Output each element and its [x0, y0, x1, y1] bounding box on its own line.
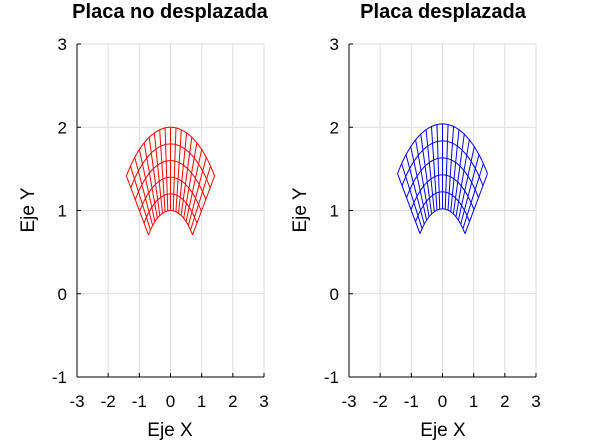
- left-mesh-spoke-12: [153, 132, 163, 214]
- left-mesh-spoke-15: [138, 149, 156, 222]
- right-mesh-spoke-3: [457, 146, 475, 221]
- right-mesh-spoke-14: [415, 139, 430, 217]
- plot-left-ticks: -3 -2 -1 0 1 2 3 -1 0 1 2 3: [52, 35, 269, 411]
- right-mesh-spoke-15: [410, 146, 428, 221]
- left-x-tick-label-0: -3: [69, 392, 84, 411]
- left-mesh-spoke-4: [183, 142, 198, 219]
- left-mesh-spoke-2: [187, 157, 207, 226]
- left-y-tick-label-1: 0: [58, 285, 67, 304]
- left-mesh-spoke-6: [178, 132, 188, 214]
- right-y-tick-label-0: -1: [324, 368, 339, 387]
- left-mesh-spoke-3: [185, 149, 203, 222]
- right-mesh-spoke-12: [425, 129, 435, 212]
- plot-right-mesh: [397, 123, 488, 234]
- right-y-tick-label-2: 1: [330, 202, 339, 221]
- right-mesh-spoke-4: [455, 139, 470, 217]
- right-mesh-spoke-8: [444, 124, 449, 210]
- right-y-tick-label-3: 2: [330, 118, 339, 137]
- right-mesh-spoke-13: [420, 134, 433, 215]
- right-x-tick-label-1: -2: [373, 392, 388, 411]
- plot-right-ticks: -3 -2 -1 0 1 2 3 -1 0 1 2 3: [324, 35, 541, 411]
- plot-right-grid: [348, 43, 537, 378]
- left-y-tick-label-0: -1: [52, 368, 67, 387]
- right-mesh-spoke-18: [397, 173, 421, 234]
- plot-right-title: Placa desplazada: [360, 1, 527, 23]
- right-mesh-spoke-10: [436, 124, 441, 210]
- left-mesh-spoke-5: [180, 137, 193, 216]
- left-mesh-spoke-1: [190, 166, 212, 231]
- left-y-tick-label-2: 1: [58, 202, 67, 221]
- right-mesh-spoke-1: [462, 163, 484, 229]
- right-mesh-spoke-17: [401, 163, 423, 229]
- right-x-tick-label-6: 3: [531, 392, 540, 411]
- right-mesh-spoke-0: [464, 173, 488, 234]
- right-mesh-spoke-5: [452, 134, 465, 215]
- right-mesh-spoke-16: [405, 154, 425, 225]
- right-mesh-spoke-7: [447, 126, 455, 211]
- right-mesh-spoke-2: [460, 154, 480, 225]
- left-mesh-spoke-7: [175, 129, 182, 212]
- left-y-tick-label-3: 2: [58, 118, 67, 137]
- left-x-tick-label-4: 1: [197, 392, 206, 411]
- plot-left-ylabel: Eje Y: [18, 187, 39, 232]
- left-mesh-spoke-11: [159, 129, 166, 212]
- left-mesh-spoke-18: [125, 175, 149, 236]
- right-x-tick-label-3: 0: [438, 392, 447, 411]
- left-x-tick-label-5: 2: [228, 392, 237, 411]
- left-x-tick-label-1: -2: [101, 392, 116, 411]
- right-x-tick-label-4: 1: [469, 392, 478, 411]
- left-x-tick-label-6: 3: [259, 392, 268, 411]
- left-mesh-spoke-17: [129, 166, 151, 231]
- left-y-tick-label-4: 3: [58, 35, 67, 54]
- plot-left-title: Placa no desplazada: [72, 1, 269, 23]
- right-x-tick-label-2: -1: [404, 392, 419, 411]
- plot-left: Placa no desplazada -3 -2 -1 0 1 2 3 -1 0 1 2 3 Eje…: [18, 1, 269, 440]
- plot-right-ylabel: Eje Y: [290, 187, 311, 232]
- right-y-tick-label-1: 0: [330, 285, 339, 304]
- right-mesh-spoke-6: [450, 129, 460, 212]
- plot-left-mesh: [125, 126, 216, 236]
- plot-left-xlabel: Eje X: [147, 420, 193, 440]
- right-x-tick-label-0: -3: [341, 392, 356, 411]
- left-mesh-spoke-16: [134, 157, 154, 226]
- left-mesh-spoke-10: [164, 127, 169, 211]
- left-mesh-spoke-0: [192, 175, 216, 236]
- left-x-tick-label-2: -1: [132, 392, 147, 411]
- plot-right-xlabel: Eje X: [420, 420, 466, 440]
- left-mesh-spoke-13: [148, 137, 161, 216]
- left-mesh-spoke-14: [143, 142, 158, 219]
- right-x-tick-label-5: 2: [500, 392, 509, 411]
- right-mesh-spoke-11: [430, 126, 438, 211]
- left-mesh-spoke-8: [172, 127, 177, 211]
- right-y-tick-label-4: 3: [330, 35, 339, 54]
- left-x-tick-label-3: 0: [166, 392, 175, 411]
